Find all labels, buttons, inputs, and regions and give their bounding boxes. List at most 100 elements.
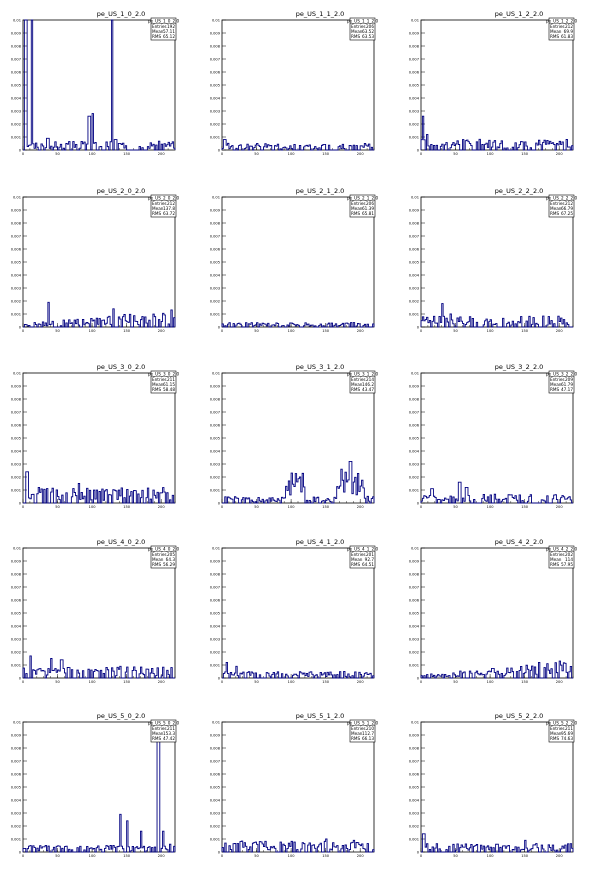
stats-rms-value: 58.48: [163, 387, 175, 392]
y-tick-label: 0.001: [210, 837, 220, 841]
y-tick-label: 0: [417, 850, 420, 854]
y-tick-label: 0.004: [11, 798, 22, 802]
y-tick-label: 0.005: [210, 611, 220, 615]
stats-rms-label: RMS: [351, 34, 361, 39]
y-tick-label: 0.009: [210, 733, 221, 737]
stats-entries-value: 212: [565, 201, 573, 206]
panel-title: pe_US_3_0_2.0: [97, 363, 146, 371]
y-tick-label: 0.007: [210, 759, 220, 763]
y-tick-label: 0: [417, 148, 420, 152]
y-tick-label: 0.008: [11, 397, 22, 401]
stats-rms-label: RMS: [152, 736, 162, 741]
y-tick-label: 0.004: [409, 449, 420, 453]
x-tick-label: 50: [254, 854, 259, 858]
y-tick-label: 0.008: [11, 221, 22, 225]
stats-mean-value: 146.2: [362, 382, 374, 387]
stats-entries-label: Entries: [152, 726, 167, 731]
y-tick-label: 0.003: [11, 109, 21, 113]
stats-entries-label: Entries: [550, 726, 565, 731]
y-tick-label: 0.004: [210, 798, 221, 802]
stats-mean-value: 66.79: [561, 206, 573, 211]
histogram-panel: pe_US_4_2_2.0 0 0.001 0.002 0.003 0.004 0.005 0…: [409, 538, 578, 684]
y-tick-label: 0.009: [409, 733, 420, 737]
stats-rms-label: RMS: [550, 211, 560, 216]
histogram-series-line: [22, 721, 176, 853]
y-tick-label: 0: [218, 148, 221, 152]
x-tick-label: 150: [521, 680, 529, 684]
stats-mean-label: Mean: [550, 29, 562, 34]
y-tick-label: 0.005: [11, 260, 21, 264]
y-tick-label: 0: [19, 501, 22, 505]
y-tick-label: 0.008: [11, 572, 22, 576]
x-tick-label: 50: [55, 329, 60, 333]
y-tick-label: 0.009: [11, 208, 22, 212]
stats-entries-label: Entries: [351, 726, 366, 731]
stats-mean-value: 64.3: [166, 557, 176, 562]
y-tick-label: 0.009: [409, 384, 420, 388]
stats-rms-value: 67.25: [561, 211, 573, 216]
stats-entries-value: 206: [366, 201, 374, 206]
x-tick-label: 200: [556, 854, 564, 858]
stats-entries-label: Entries: [550, 377, 565, 382]
x-tick-label: 200: [556, 329, 564, 333]
panel-title: pe_US_1_1_2.0: [296, 10, 345, 18]
y-tick-label: 0.009: [409, 208, 420, 212]
y-tick-label: 0.005: [210, 260, 220, 264]
stats-name: pe_US_2_1_2.0: [347, 195, 379, 200]
x-tick-label: 150: [123, 505, 131, 509]
histogram-series-line: [421, 833, 574, 853]
y-tick-label: 0.001: [409, 488, 419, 492]
y-tick-label: 0.007: [409, 585, 419, 589]
y-tick-label: 0.01: [212, 720, 220, 724]
y-tick-label: 0.004: [409, 798, 420, 802]
stats-rms-value: 47.17: [561, 387, 573, 392]
stats-name: pe_US_5_2_2.0: [546, 720, 578, 725]
stats-entries-value: 212: [565, 24, 573, 29]
stats-mean-label: Mean: [351, 382, 363, 387]
y-tick-label: 0.005: [11, 785, 21, 789]
stats-name: pe_US_2_2_2.0: [546, 195, 578, 200]
x-tick-label: 50: [55, 152, 60, 156]
x-tick-label: 100: [487, 854, 495, 858]
x-tick-label: 50: [55, 680, 60, 684]
y-tick-label: 0.004: [210, 96, 221, 100]
x-tick-label: 100: [288, 854, 296, 858]
stats-entries-value: 214: [366, 377, 374, 382]
x-tick-label: 100: [89, 680, 97, 684]
stats-entries-label: Entries: [152, 201, 167, 206]
panel-title: pe_US_2_2_2.0: [495, 187, 544, 195]
stats-mean-value: 95.69: [561, 731, 573, 736]
stats-entries-value: 202: [565, 552, 573, 557]
y-tick-label: 0.008: [210, 572, 221, 576]
panel-title: pe_US_4_2_2.0: [495, 538, 544, 546]
panel-title: pe_US_5_0_2.0: [97, 712, 146, 720]
x-tick-label: 200: [158, 152, 166, 156]
x-tick-label: 0: [221, 329, 224, 333]
y-tick-label: 0.003: [210, 462, 220, 466]
y-tick-label: 0: [218, 676, 221, 680]
y-tick-label: 0.001: [11, 312, 21, 316]
histogram-series-line: [222, 661, 375, 679]
y-tick-label: 0.005: [210, 83, 220, 87]
y-tick-label: 0.01: [212, 546, 220, 550]
stats-name: pe_US_3_1_2.0: [347, 371, 379, 376]
stats-rms-value: 63.53: [362, 34, 374, 39]
stats-mean-value: 61.79: [561, 382, 573, 387]
stats-entries-label: Entries: [351, 552, 366, 557]
stats-entries-value: 212: [167, 201, 175, 206]
y-tick-label: 0.003: [409, 109, 419, 113]
stats-mean-label: Mean: [351, 731, 363, 736]
y-tick-label: 0.01: [13, 371, 21, 375]
stats-rms-value: 64.51: [362, 562, 374, 567]
y-tick-label: 0.001: [210, 488, 220, 492]
y-tick-label: 0.005: [409, 436, 419, 440]
x-tick-label: 50: [453, 505, 458, 509]
stats-entries-value: 192: [167, 24, 175, 29]
y-tick-label: 0.006: [409, 70, 420, 74]
x-tick-label: 200: [556, 152, 564, 156]
y-tick-label: 0.006: [11, 70, 22, 74]
y-tick-label: 0.008: [409, 397, 420, 401]
panel-title: pe_US_2_0_2.0: [97, 187, 146, 195]
y-tick-label: 0.003: [210, 637, 220, 641]
y-tick-label: 0.006: [409, 598, 420, 602]
